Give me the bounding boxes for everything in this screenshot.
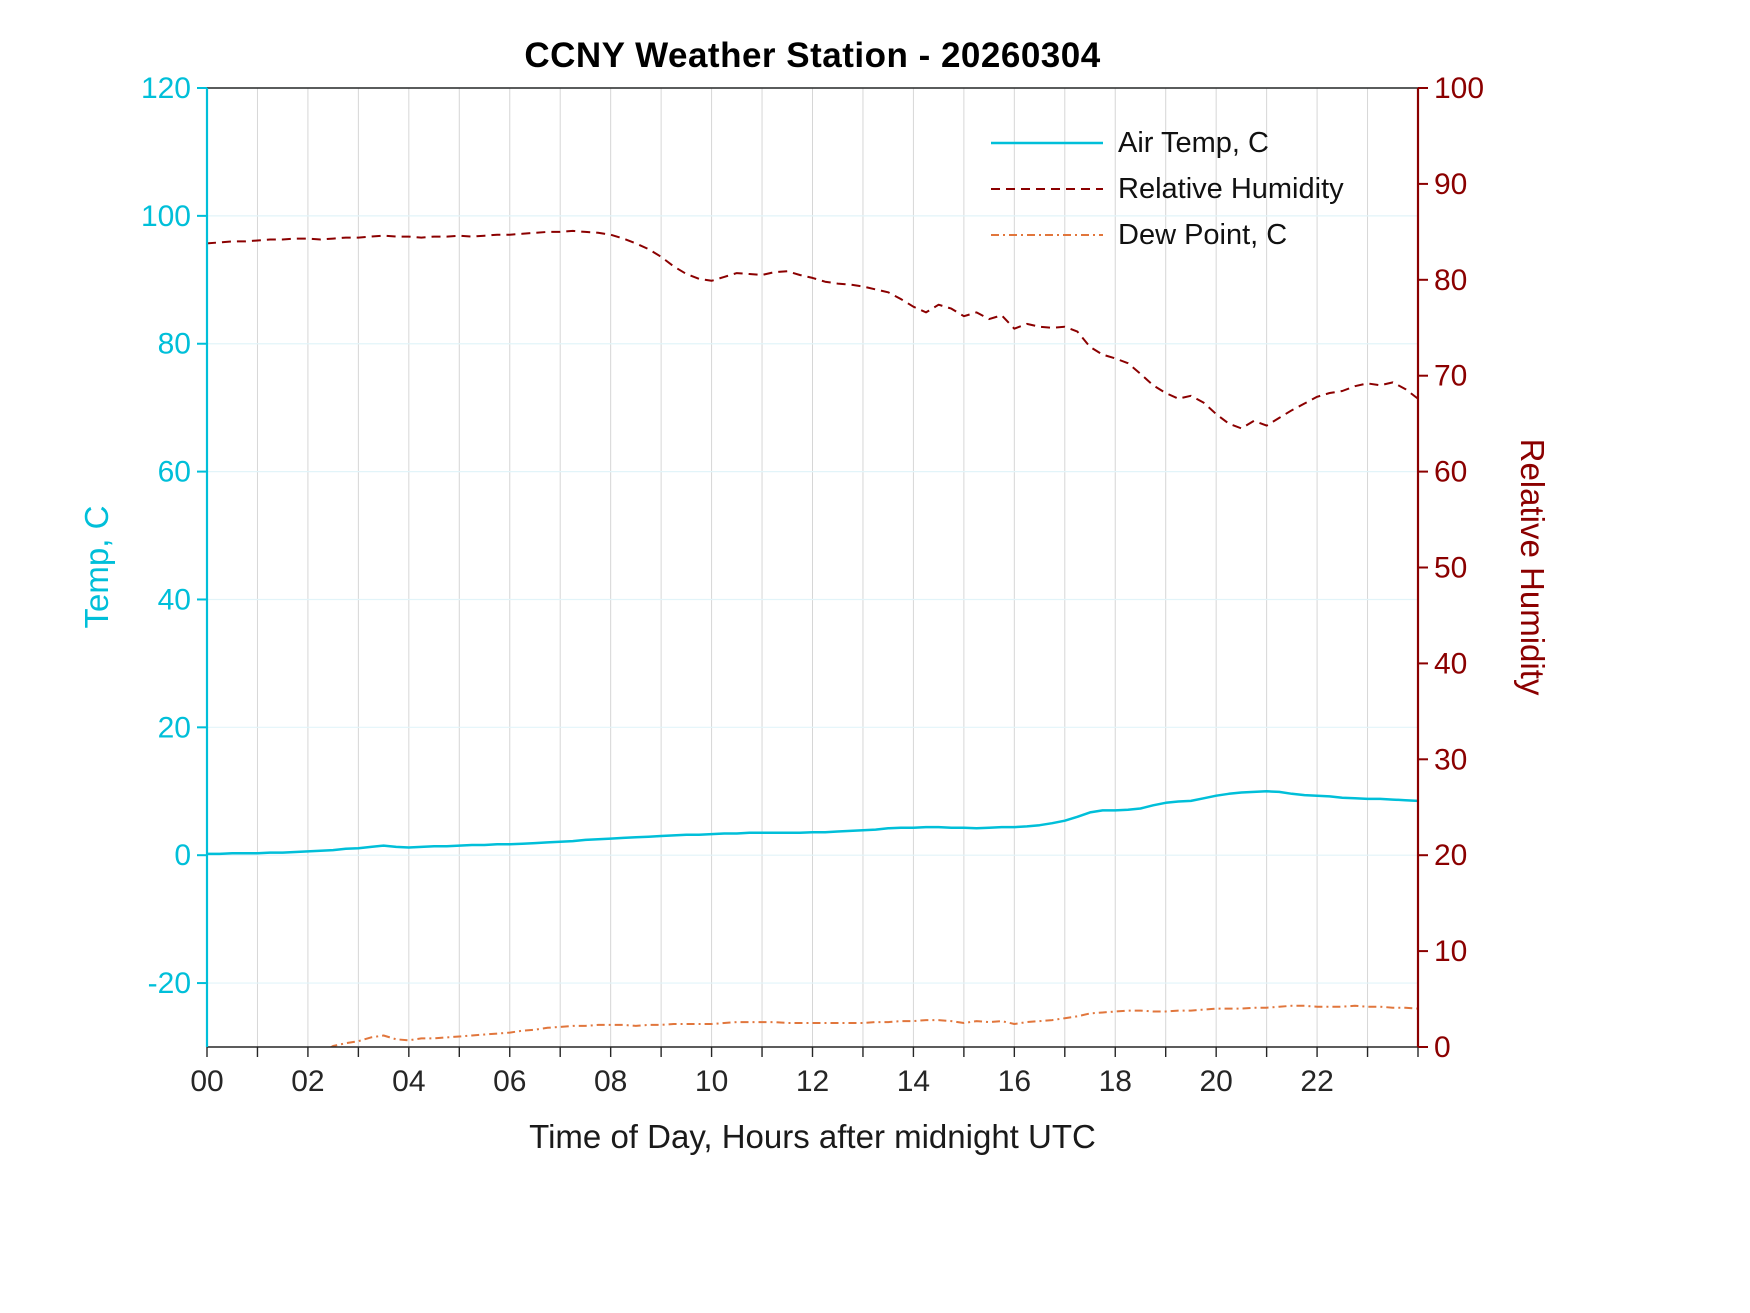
left-tick-labels: -20 0 20 40 60 80 100 120 xyxy=(141,72,191,1000)
series-dew_point xyxy=(329,1004,1418,1047)
series-air_temp xyxy=(207,790,1418,856)
svg-text:10: 10 xyxy=(695,1065,728,1098)
legend-label-air-temp: Air Temp, C xyxy=(1118,126,1269,159)
right-tick-labels: 0 10 20 30 40 50 60 70 80 90 100 xyxy=(1434,72,1484,1064)
svg-text:18: 18 xyxy=(1099,1065,1132,1098)
legend-item-humidity: Relative Humidity xyxy=(988,166,1344,212)
svg-text:02: 02 xyxy=(291,1065,324,1098)
series-lines xyxy=(207,229,1418,1047)
svg-text:100: 100 xyxy=(141,200,191,233)
svg-text:40: 40 xyxy=(1434,647,1467,680)
svg-text:20: 20 xyxy=(1199,1065,1232,1098)
svg-text:14: 14 xyxy=(897,1065,930,1098)
x-axis-label: Time of Day, Hours after midnight UTC xyxy=(529,1118,1096,1155)
svg-text:60: 60 xyxy=(158,456,191,489)
svg-text:06: 06 xyxy=(493,1065,526,1098)
chart-title: CCNY Weather Station - 20260304 xyxy=(524,36,1101,75)
svg-text:-20: -20 xyxy=(148,967,191,1000)
legend-item-dew-point: Dew Point, C xyxy=(988,212,1344,258)
legend-line-humidity-icon xyxy=(991,188,1103,190)
svg-text:100: 100 xyxy=(1434,72,1484,105)
svg-text:20: 20 xyxy=(158,711,191,744)
legend-label-dew-point: Dew Point, C xyxy=(1118,218,1288,251)
svg-text:60: 60 xyxy=(1434,456,1467,489)
y-axis-label-left: Temp, C xyxy=(78,505,115,629)
x-tick-labels: 00 02 04 06 08 10 12 14 16 18 20 22 xyxy=(190,1065,1333,1098)
svg-text:30: 30 xyxy=(1434,743,1467,776)
svg-text:04: 04 xyxy=(392,1065,425,1098)
svg-text:10: 10 xyxy=(1434,935,1467,968)
svg-text:22: 22 xyxy=(1300,1065,1333,1098)
svg-text:0: 0 xyxy=(174,839,191,872)
svg-text:70: 70 xyxy=(1434,360,1467,393)
svg-text:90: 90 xyxy=(1434,168,1467,201)
svg-text:12: 12 xyxy=(796,1065,829,1098)
svg-text:0: 0 xyxy=(1434,1031,1451,1064)
svg-text:20: 20 xyxy=(1434,839,1467,872)
legend-line-dew-point-icon xyxy=(991,234,1103,236)
legend-label-humidity: Relative Humidity xyxy=(1118,172,1344,205)
series-humidity xyxy=(207,229,1418,430)
y-axis-label-right: Relative Humidity xyxy=(1514,438,1551,696)
svg-text:40: 40 xyxy=(158,583,191,616)
svg-text:00: 00 xyxy=(190,1065,223,1098)
svg-text:16: 16 xyxy=(998,1065,1031,1098)
legend: Air Temp, C Relative Humidity Dew Point,… xyxy=(988,120,1344,258)
svg-text:80: 80 xyxy=(158,328,191,361)
tick-marks xyxy=(197,87,1428,1057)
svg-text:50: 50 xyxy=(1434,552,1467,585)
legend-line-air-temp-icon xyxy=(991,141,1103,145)
svg-text:08: 08 xyxy=(594,1065,627,1098)
legend-item-air-temp: Air Temp, C xyxy=(988,120,1344,166)
svg-text:80: 80 xyxy=(1434,264,1467,297)
svg-text:120: 120 xyxy=(141,72,191,105)
